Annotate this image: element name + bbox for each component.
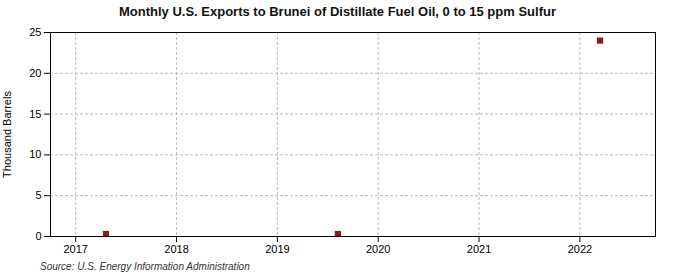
- html-text:Monthly U.S. Exports to Brunei: Monthly U.S. Exports to Brunei of Distil…: [119, 4, 556, 19]
- svg-text:0: 0: [35, 230, 41, 242]
- svg-text:20: 20: [29, 67, 41, 79]
- svg-text:2020: 2020: [366, 243, 390, 255]
- svg-text:15: 15: [29, 108, 41, 120]
- svg-text:2017: 2017: [63, 243, 87, 255]
- html-text:Source: U.S. Energy Informatio: Source: U.S. Energy Information Administ…: [40, 261, 250, 272]
- svg-text:2021: 2021: [467, 243, 491, 255]
- svg-text:5: 5: [35, 189, 41, 201]
- svg-text:2022: 2022: [568, 243, 592, 255]
- svg-text:Thousand Barrels: Thousand Barrels: [1, 91, 13, 178]
- svg-text:25: 25: [29, 26, 41, 38]
- svg-text:10: 10: [29, 148, 41, 160]
- svg-text:2019: 2019: [265, 243, 289, 255]
- svg-text:2018: 2018: [164, 243, 188, 255]
